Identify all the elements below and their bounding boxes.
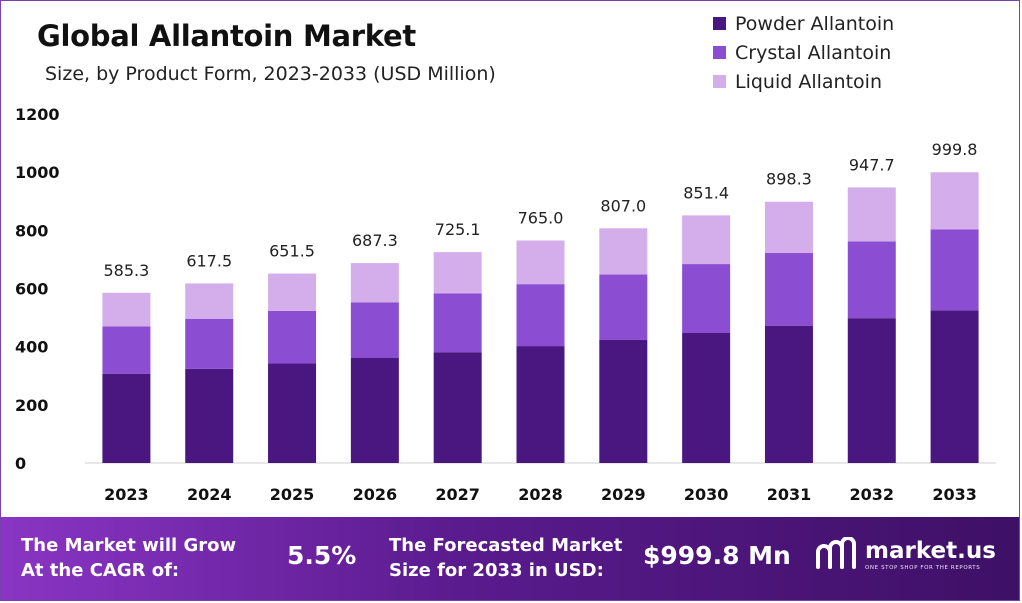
bar-total-label: 651.5 [269,242,315,261]
bar-total-label: 617.5 [186,251,232,270]
bar-segment-powder-allantoin [433,352,482,463]
y-tick-label: 400 [15,338,48,357]
legend-label-crystal: Crystal Allantoin [735,41,892,64]
bar-segment-liquid-allantoin [185,283,234,319]
bar-total-label: 851.4 [683,183,729,202]
bar-segment-crystal-allantoin [930,229,979,311]
cagr-label-line1: The Market will Grow [21,535,237,556]
x-tick-label: 2031 [767,485,812,504]
bar-segment-liquid-allantoin [599,228,648,275]
legend-label-powder: Powder Allantoin [735,12,895,35]
forecast-label-line1: The Forecasted Market [389,535,623,556]
brand-logo: market.us ONE STOP SHOP FOR THE REPORTS [815,537,996,573]
bar-segment-powder-allantoin [599,339,648,463]
bar-segment-powder-allantoin [102,373,151,463]
bar-segment-crystal-allantoin [350,302,399,359]
bar-segment-liquid-allantoin [433,252,482,294]
bar-total-label: 898.3 [766,170,812,189]
bar-segment-crystal-allantoin [682,264,731,333]
x-tick-label: 2033 [932,485,977,504]
x-tick-label: 2023 [104,485,149,504]
brand-tagline: ONE STOP SHOP FOR THE REPORTS [865,565,981,571]
x-tick-label: 2029 [601,485,646,504]
bar-segment-powder-allantoin [350,358,399,463]
legend-item-powder: Powder Allantoin [713,9,894,38]
bar-segment-powder-allantoin [268,363,317,463]
y-tick-label: 1000 [15,163,60,182]
bar-total-label: 687.3 [352,231,398,250]
bar-segment-crystal-allantoin [102,326,151,374]
cagr-label-line2: At the CAGR of: [21,560,180,581]
x-tick-label: 2032 [850,485,895,504]
bar-segment-liquid-allantoin [930,172,979,230]
bar-segment-liquid-allantoin [516,240,565,285]
bar-segment-crystal-allantoin [433,293,482,353]
x-tick-label: 2028 [518,485,563,504]
footer-banner: The Market will Grow At the CAGR of: 5.5… [1,517,1019,600]
legend-label-liquid: Liquid Allantoin [735,70,882,93]
brand-name: market.us [865,538,996,564]
bar-segment-liquid-allantoin [350,263,399,303]
forecast-value: $999.8 Mn [643,541,791,570]
bar-total-label: 585.3 [104,261,150,280]
bar-total-label: 765.0 [518,209,564,228]
y-tick-label: 600 [15,280,48,299]
legend-swatch-liquid [713,75,726,88]
bar-segment-liquid-allantoin [268,273,317,311]
bar-segment-powder-allantoin [185,368,234,463]
bar-segment-liquid-allantoin [102,292,151,327]
x-tick-label: 2030 [684,485,729,504]
cagr-value: 5.5% [287,541,357,570]
bar-segment-crystal-allantoin [516,284,565,347]
bar-segment-crystal-allantoin [268,310,317,364]
legend-item-liquid: Liquid Allantoin [713,67,894,96]
legend: Powder Allantoin Crystal Allantoin Liqui… [713,9,894,96]
market-us-logo-icon [816,537,856,569]
chart-subtitle: Size, by Product Form, 2023-2033 (USD Mi… [45,63,496,85]
legend-swatch-crystal [713,46,726,59]
cagr-label: The Market will Grow At the CAGR of: [21,533,236,583]
y-tick-label: 1200 [15,105,60,124]
bar-segment-powder-allantoin [764,325,813,463]
bar-total-label: 947.7 [849,155,895,174]
forecast-label: The Forecasted Market Size for 2033 in U… [389,533,622,583]
bar-segment-liquid-allantoin [764,201,813,254]
stacked-bar-chart: 0 200 400 600 800 1000 1200 585.3 2023 617.5 2024 6… [15,105,996,504]
x-tick-label: 2026 [353,485,398,504]
y-tick-label: 0 [15,454,26,473]
forecast-label-line2: Size for 2033 in USD: [389,560,604,581]
bar-segment-liquid-allantoin [682,215,731,265]
bar-total-label: 725.1 [435,220,481,239]
bar-segment-powder-allantoin [516,346,565,463]
legend-item-crystal: Crystal Allantoin [713,38,894,67]
x-tick-label: 2024 [187,485,232,504]
legend-swatch-powder [713,17,726,30]
chart-title: Global Allantoin Market [37,19,416,53]
bar-total-label: 807.0 [600,196,646,215]
bar-segment-crystal-allantoin [764,253,813,326]
x-tick-label: 2025 [270,485,315,504]
x-tick-label: 2027 [435,485,480,504]
bar-segment-crystal-allantoin [185,318,234,369]
y-tick-label: 200 [15,396,48,415]
bar-segment-powder-allantoin [930,310,979,463]
bar-segment-powder-allantoin [847,318,896,463]
bar-segment-crystal-allantoin [599,274,648,340]
bar-segment-liquid-allantoin [847,187,896,242]
bar-total-label: 999.8 [932,140,978,159]
bar-segment-crystal-allantoin [847,241,896,319]
y-tick-label: 800 [15,221,48,240]
bar-segment-powder-allantoin [682,332,731,463]
